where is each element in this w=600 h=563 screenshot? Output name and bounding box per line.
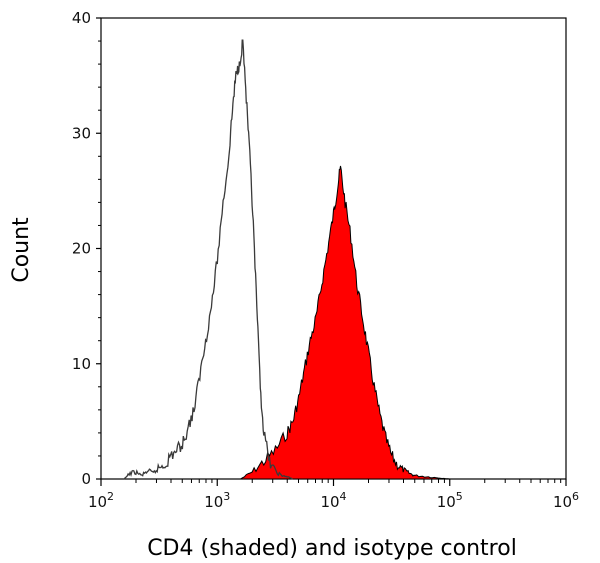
x-tick-base: 10 [553,493,572,511]
y-tick-label: 0 [81,470,91,488]
y-tick-labels: 0 10 20 30 40 [72,9,91,488]
series-layer [123,39,450,480]
y-tick-label: 20 [72,240,91,258]
x-tick-label: 106 [553,490,579,511]
y-tick-label: 40 [72,9,91,27]
x-tick-label: 103 [204,490,230,511]
x-tick-exponent: 4 [340,490,347,503]
x-tick-labels: 102 103 104 105 106 [88,490,579,511]
x-tick-base: 10 [204,493,223,511]
y-axis-title: Count [9,217,34,283]
x-tick-base: 10 [320,493,339,511]
x-tick-exponent: 2 [107,490,114,503]
x-axis-title: CD4 (shaded) and isotype control [147,536,517,561]
x-tick-exponent: 6 [572,490,579,503]
series-isotype-control-line [123,39,293,480]
axis-ticks [96,17,567,486]
x-tick-base: 10 [88,493,107,511]
x-tick-label: 102 [88,490,114,511]
series-cd4-area [238,165,450,480]
x-tick-exponent: 3 [223,490,230,503]
x-tick-exponent: 5 [456,490,463,503]
y-tick-label: 30 [72,124,91,142]
x-tick-label: 104 [320,490,346,511]
x-tick-base: 10 [437,493,456,511]
x-tick-label: 105 [437,490,463,511]
y-tick-label: 10 [72,355,91,373]
